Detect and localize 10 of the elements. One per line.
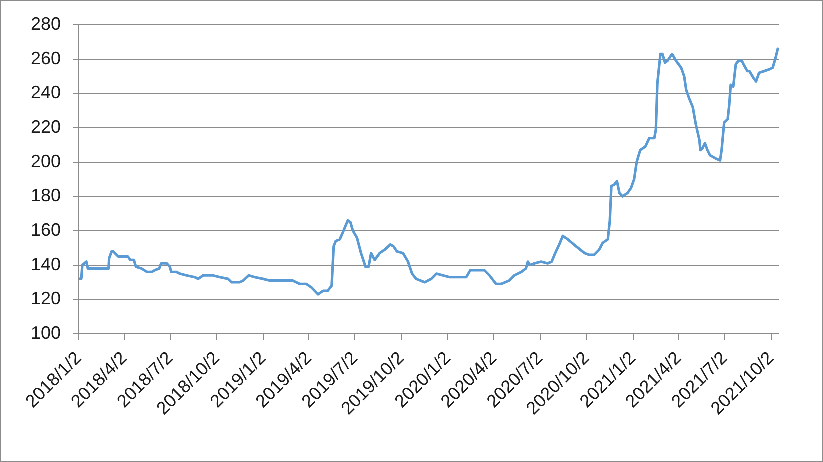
y-tick-label: 160 — [30, 220, 61, 240]
y-tick-label: 120 — [30, 288, 61, 309]
y-tick-label: 260 — [30, 48, 61, 68]
y-tick-label: 100 — [30, 322, 61, 343]
y-tick-label: 240 — [30, 82, 61, 103]
y-tick-label: 220 — [30, 116, 61, 137]
y-tick-label: 200 — [30, 151, 61, 172]
y-tick-label: 180 — [30, 186, 61, 206]
y-tick-label: 280 — [30, 14, 61, 34]
y-tick-label: 140 — [30, 254, 61, 274]
